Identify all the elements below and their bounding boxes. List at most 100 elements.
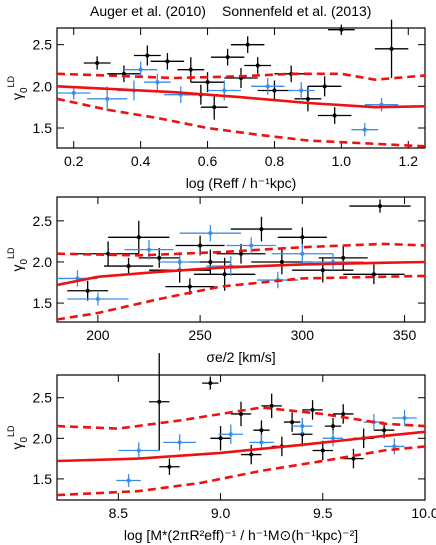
data-point (331, 436, 335, 441)
data-point (212, 105, 217, 110)
data-point (245, 42, 250, 47)
data-point (177, 259, 182, 264)
data-point (299, 88, 304, 93)
y-label-sub: 0 (19, 259, 30, 265)
data-point (351, 456, 356, 461)
data-point (136, 448, 141, 453)
data-point (300, 251, 305, 256)
data-point (228, 432, 233, 437)
data-point (157, 399, 162, 404)
y-tick-label: 1.5 (33, 120, 53, 136)
data-point (379, 102, 384, 107)
data-point (305, 96, 310, 101)
data-point (95, 61, 100, 65)
y-tick-label: 2.0 (33, 254, 53, 270)
data-point (259, 428, 264, 433)
y-tick-label: 2.5 (33, 390, 53, 406)
data-point (126, 478, 131, 483)
y-axis-label: γ0LD (6, 75, 30, 100)
data-point (222, 88, 227, 93)
data-point (259, 440, 264, 445)
data-point (239, 251, 243, 256)
y-tick-label: 1.5 (33, 295, 53, 311)
trend-line (56, 274, 426, 321)
data-point (310, 407, 315, 412)
y-tick-label: 2.0 (33, 430, 53, 446)
x-tick-label: 0.6 (198, 153, 218, 169)
x-tick-label: 9.5 (313, 505, 333, 521)
data-point (279, 259, 284, 264)
data-point (331, 424, 335, 429)
y-tick-label: 1.5 (33, 471, 53, 487)
trend-line (56, 260, 426, 287)
data-point (378, 204, 383, 209)
y-label-sup: LD (6, 75, 16, 87)
y-tick-label: 2.5 (33, 37, 53, 53)
x-tick-label: 300 (291, 327, 315, 343)
y-axis-label: γ0LD (6, 247, 30, 272)
x-axis-label: σe/2 [km/s] (206, 349, 275, 365)
plot-frame (56, 374, 426, 501)
data-point (208, 231, 213, 236)
x-axis-label: log [M*(2πR²eff)⁻¹ / h⁻¹M⊙(h⁻¹kpc)⁻²] (124, 527, 358, 543)
plot-frame (56, 27, 426, 149)
trend-line (56, 72, 426, 82)
y-label-base: γ (9, 265, 25, 272)
data-point (147, 247, 151, 252)
data-point (290, 420, 295, 425)
data-point (239, 411, 243, 416)
data-point (272, 88, 277, 93)
x-axis-label: log (Reff / h⁻¹kpc) (186, 175, 297, 191)
data-point (339, 27, 344, 32)
y-label-base: γ (9, 93, 25, 100)
data-point (255, 63, 260, 68)
y-label-base: γ (9, 443, 25, 450)
data-point (222, 272, 227, 277)
x-tick-label: 10.0 (411, 505, 436, 521)
data-point (95, 296, 100, 301)
data-point (300, 235, 305, 240)
x-tick-label: 1.2 (399, 153, 419, 169)
data-point (188, 67, 193, 72)
data-point (126, 264, 131, 269)
data-point (259, 227, 264, 232)
y-label-sub: 0 (19, 437, 30, 443)
data-point (138, 67, 143, 72)
trend-line (56, 242, 426, 257)
data-point (341, 255, 346, 260)
y-label-sup: LD (6, 247, 16, 259)
x-tick-label: 1.0 (332, 153, 352, 169)
data-point (249, 243, 254, 248)
y-tick-label: 2.0 (33, 78, 53, 94)
data-point (249, 452, 254, 457)
panel: 8.5 9.0 9.5 10.0 1.5 2.0 2.5 log [M*(2πR²eff)⁻¹… (6, 353, 436, 543)
x-tick-label: 0.8 (265, 153, 285, 169)
data-point (225, 55, 230, 60)
data-point (320, 448, 325, 453)
data-point (105, 96, 110, 101)
x-tick-label: 350 (393, 327, 417, 343)
trend-line (56, 406, 426, 430)
data-point (389, 46, 394, 51)
trend-line (56, 85, 426, 109)
data-point (332, 113, 337, 118)
data-point (136, 235, 141, 240)
data-point (167, 464, 172, 469)
data-point (85, 288, 90, 293)
data-point (382, 428, 387, 433)
trend-line (56, 430, 426, 463)
data-point (402, 416, 407, 421)
x-tick-label: 250 (188, 327, 212, 343)
y-tick-label: 2.5 (33, 213, 53, 229)
legend-entry: Sonnenfeld et al. (2013) (222, 3, 371, 19)
data-point (71, 91, 76, 95)
data-point (157, 255, 162, 260)
x-tick-label: 200 (86, 327, 110, 343)
data-point (198, 243, 203, 248)
y-label-sub: 0 (19, 87, 30, 93)
data-point (208, 259, 213, 264)
x-tick-label: 0.4 (131, 153, 151, 169)
data-point (371, 272, 376, 277)
x-tick-label: 9.0 (211, 505, 231, 521)
